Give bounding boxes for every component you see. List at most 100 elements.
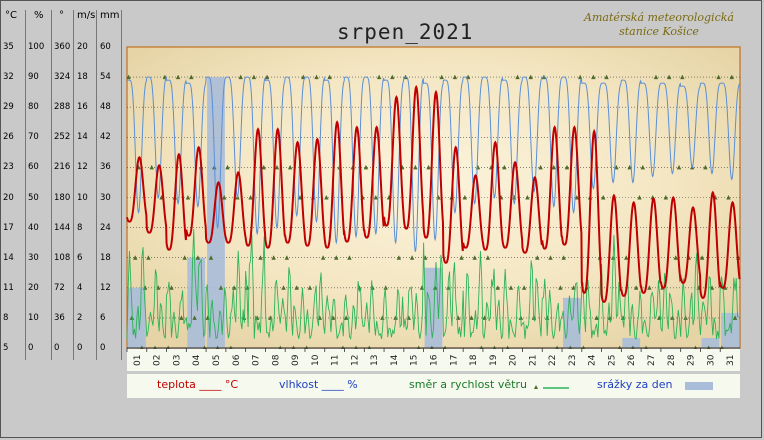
wind-direction-marker xyxy=(129,315,135,320)
axis-tick-humidity: 0 xyxy=(28,343,34,353)
wind-direction-marker xyxy=(264,74,270,80)
axis-tick-speed: 4 xyxy=(77,282,83,293)
wind-direction-marker xyxy=(614,164,619,170)
wind-direction-marker xyxy=(363,164,369,170)
axis-tick-humidity: 70 xyxy=(28,132,39,143)
wind-direction-marker xyxy=(495,285,500,290)
axis-tick-humidity: 40 xyxy=(28,222,39,233)
wind-direction-marker xyxy=(271,255,276,260)
wind-direction-marker xyxy=(182,255,187,260)
axis-tick-direction: 360 xyxy=(54,42,71,52)
wind-direction-marker xyxy=(729,74,734,80)
wind-direction-marker xyxy=(538,164,543,170)
wind-direction-marker xyxy=(633,285,639,290)
wind-direction-marker xyxy=(373,195,379,200)
wind-direction-marker xyxy=(149,164,154,170)
axis-tick-direction: 180 xyxy=(54,192,71,203)
wind-direction-marker xyxy=(146,255,151,260)
axis-tick-speed: 10 xyxy=(77,192,88,203)
legend: teplota ____ °C vlhkost ____ % směr a ry… xyxy=(127,374,740,398)
humidity-line xyxy=(126,76,741,252)
unit-temp: °C xyxy=(5,10,17,21)
temperature-line xyxy=(126,84,741,303)
axis-tick-humidity: 20 xyxy=(28,282,39,293)
wind-direction-marker xyxy=(726,195,731,200)
axis-tick-speed: 20 xyxy=(77,42,88,52)
x-tick-label: 13 xyxy=(370,355,380,366)
rain-bar xyxy=(721,312,739,348)
wind-direction-marker xyxy=(307,285,313,290)
axis-tick-direction: 108 xyxy=(54,252,71,263)
x-tick-label: 12 xyxy=(350,355,360,366)
axis-tick-rain: 30 xyxy=(100,192,111,203)
x-tick-label: 08 xyxy=(271,354,281,366)
axis-tick-humidity: 50 xyxy=(28,192,39,203)
axis-tick-temp: 8 xyxy=(3,312,9,323)
wind-direction-marker xyxy=(334,255,339,260)
wind-direction-marker xyxy=(594,315,599,320)
wind-direction-marker xyxy=(284,255,290,260)
x-tick-label: 06 xyxy=(232,354,242,366)
axis-divider xyxy=(51,10,52,360)
rain-bar xyxy=(622,337,641,348)
wind-direction-marker xyxy=(521,285,527,290)
wind-direction-marker xyxy=(294,285,299,290)
axis-tick-temp: 23 xyxy=(3,162,14,173)
axis-divider xyxy=(73,10,74,360)
wind-direction-marker xyxy=(637,195,642,200)
x-tick-label: 09 xyxy=(291,354,301,366)
wind-direction-marker xyxy=(251,74,257,80)
wind-direction-marker xyxy=(376,74,382,80)
axis-tick-rain: 24 xyxy=(100,222,111,233)
wind-direction-marker xyxy=(390,74,395,80)
wind-direction-marker xyxy=(258,255,263,260)
wind-direction-marker xyxy=(274,164,280,170)
legend-humidity: vlhkost ____ % xyxy=(279,378,358,391)
wind-direction-marker xyxy=(396,255,402,260)
x-tick-label: 11 xyxy=(331,355,341,366)
unit-rain: mm xyxy=(100,10,120,21)
wind-direction-marker xyxy=(716,74,721,80)
wind-direction-marker xyxy=(169,285,174,290)
axis-tick-rain: 48 xyxy=(100,102,111,113)
wind-direction-marker xyxy=(393,315,398,320)
axis-tick-rain: 12 xyxy=(100,282,111,293)
axis-tick-speed: 14 xyxy=(77,132,88,143)
wind-direction-marker xyxy=(261,164,266,170)
axis-tick-speed: 0 xyxy=(77,343,83,353)
x-tick-label: 27 xyxy=(647,355,657,366)
wind-speed-line xyxy=(126,229,739,341)
axis-tick-humidity: 30 xyxy=(28,252,39,263)
wind-direction-marker xyxy=(515,74,520,80)
axis-tick-temp: 26 xyxy=(3,132,14,143)
wind-direction-marker xyxy=(604,74,609,80)
rain-bar xyxy=(563,297,581,348)
wind-direction-marker xyxy=(179,315,184,320)
axis-divider xyxy=(121,10,122,360)
axis-tick-speed: 16 xyxy=(77,102,88,113)
wind-direction-marker xyxy=(192,315,197,320)
legend-wind-swatch xyxy=(534,385,569,389)
x-tick-label: 30 xyxy=(706,354,716,366)
x-axis-strip xyxy=(127,349,740,371)
axis-tick-rain: 42 xyxy=(100,132,111,143)
wind-direction-marker xyxy=(601,195,606,200)
wind-direction-marker xyxy=(591,74,596,80)
rain-bar xyxy=(701,337,720,348)
wind-direction-marker xyxy=(485,255,491,260)
wind-direction-marker xyxy=(218,285,224,290)
axis-tick-temp: 35 xyxy=(3,42,14,52)
wind-direction-marker xyxy=(525,195,530,200)
axis-tick-temp: 5 xyxy=(3,343,9,353)
axis-tick-temp: 11 xyxy=(3,282,14,293)
wind-direction-marker xyxy=(413,164,418,170)
axis-tick-direction: 72 xyxy=(54,282,65,293)
wind-direction-marker xyxy=(663,195,669,200)
x-tick-label: 28 xyxy=(667,354,677,366)
wind-direction-marker xyxy=(574,195,580,200)
axis-tick-rain: 18 xyxy=(100,252,111,263)
wind-direction-marker xyxy=(225,164,230,170)
x-tick-label: 21 xyxy=(528,355,538,366)
wind-direction-marker xyxy=(343,315,349,320)
